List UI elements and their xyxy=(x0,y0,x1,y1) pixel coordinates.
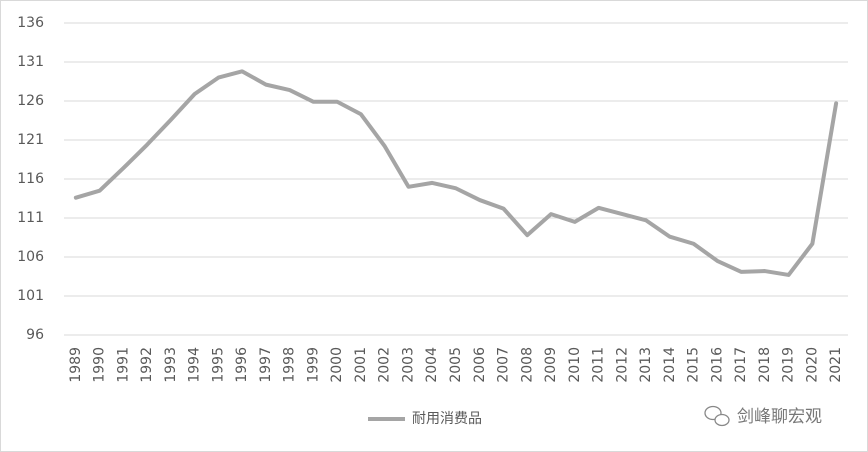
x-tick-label: 1991 xyxy=(115,347,131,383)
y-tick-label: 131 xyxy=(17,54,44,70)
x-tick-label: 1989 xyxy=(68,347,84,383)
x-tick-label: 2006 xyxy=(472,347,488,383)
legend-label: 耐用消费品 xyxy=(412,411,482,427)
x-tick-label: 2000 xyxy=(329,347,345,383)
x-tick-label: 2013 xyxy=(638,347,654,383)
x-tick-label: 2007 xyxy=(496,347,512,383)
data-line xyxy=(73,69,839,277)
y-tick-label: 96 xyxy=(26,327,44,343)
x-tick-label: 2001 xyxy=(353,347,369,383)
x-tick-label: 1999 xyxy=(305,347,321,383)
x-tick-label: 2012 xyxy=(614,347,630,383)
x-tick-label: 2015 xyxy=(686,347,702,383)
x-tick-label: 2002 xyxy=(377,347,393,383)
y-tick-label: 111 xyxy=(17,210,44,226)
watermark: 剑峰聊宏观 xyxy=(737,407,822,427)
y-tick-label: 116 xyxy=(17,171,44,187)
x-tick-label: 2008 xyxy=(519,347,535,383)
x-tick-label: 1993 xyxy=(163,347,179,383)
x-tick-label: 2018 xyxy=(757,347,773,383)
y-tick-label: 126 xyxy=(17,93,44,109)
x-tick-label: 2011 xyxy=(591,347,607,383)
x-tick-label: 1992 xyxy=(139,347,155,383)
x-tick-label: 2003 xyxy=(400,347,416,383)
x-tick-label: 2004 xyxy=(424,347,440,383)
x-tick-label: 2020 xyxy=(804,347,820,383)
watermark-icon xyxy=(704,405,730,427)
y-tick-label: 121 xyxy=(17,132,44,148)
x-tick-label: 2010 xyxy=(567,347,583,383)
x-tick-label: 2014 xyxy=(662,347,678,383)
x-tick-label: 1990 xyxy=(92,347,108,383)
x-tick-label: 1998 xyxy=(282,347,298,383)
x-tick-label: 2005 xyxy=(448,347,464,383)
y-tick-label: 101 xyxy=(17,288,44,304)
x-tick-label: 1997 xyxy=(258,347,274,383)
x-tick-label: 1994 xyxy=(187,347,203,383)
x-tick-label: 1996 xyxy=(234,347,250,383)
y-tick-label: 136 xyxy=(17,15,44,31)
x-tick-label: 2019 xyxy=(781,347,797,383)
x-tick-label: 2021 xyxy=(828,347,844,383)
x-tick-label: 2009 xyxy=(543,347,559,383)
x-tick-label: 1995 xyxy=(210,347,226,383)
x-tick-label: 2016 xyxy=(709,347,725,383)
x-tick-label: 2017 xyxy=(733,347,749,383)
y-tick-label: 106 xyxy=(17,249,44,265)
